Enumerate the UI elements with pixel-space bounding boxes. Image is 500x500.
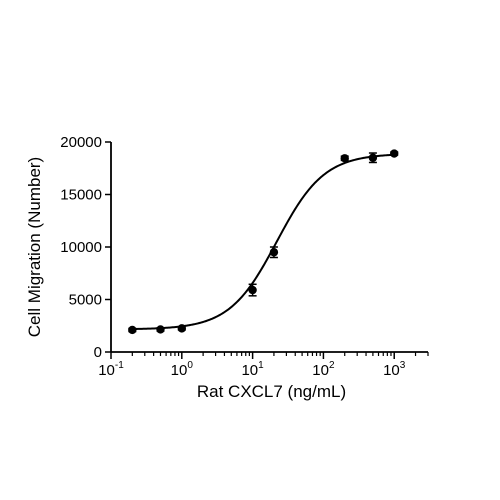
data-point bbox=[156, 325, 165, 334]
data-point bbox=[177, 324, 187, 333]
x-tick-label: 103 bbox=[383, 360, 406, 379]
data-point bbox=[269, 248, 279, 257]
data-point bbox=[368, 153, 378, 162]
y-tick-label: 20000 bbox=[60, 134, 102, 151]
data-point bbox=[340, 154, 349, 163]
y-axis-label: Cell Migration (Number) bbox=[25, 157, 44, 337]
y-tick-label: 5000 bbox=[69, 292, 102, 309]
x-axis-ticks: 10-1 100 101 102 103 bbox=[98, 352, 429, 379]
fit-curve bbox=[132, 153, 395, 331]
y-tick-label: 15000 bbox=[60, 187, 102, 204]
data-point bbox=[390, 149, 399, 158]
axes bbox=[110, 142, 428, 353]
y-tick-label: 10000 bbox=[60, 239, 102, 256]
x-tick-label: 10-1 bbox=[98, 360, 124, 379]
x-tick-label: 102 bbox=[312, 360, 335, 379]
data-points bbox=[128, 149, 399, 335]
data-point bbox=[248, 285, 257, 295]
y-tick-label: 0 bbox=[94, 344, 102, 361]
x-axis-label: Rat CXCL7 (ng/mL) bbox=[197, 382, 346, 401]
data-point bbox=[128, 325, 137, 335]
y-axis-ticks: 0 5000 10000 15000 20000 bbox=[60, 134, 111, 361]
x-tick-label: 100 bbox=[171, 360, 194, 379]
x-tick-label: 101 bbox=[241, 360, 264, 379]
